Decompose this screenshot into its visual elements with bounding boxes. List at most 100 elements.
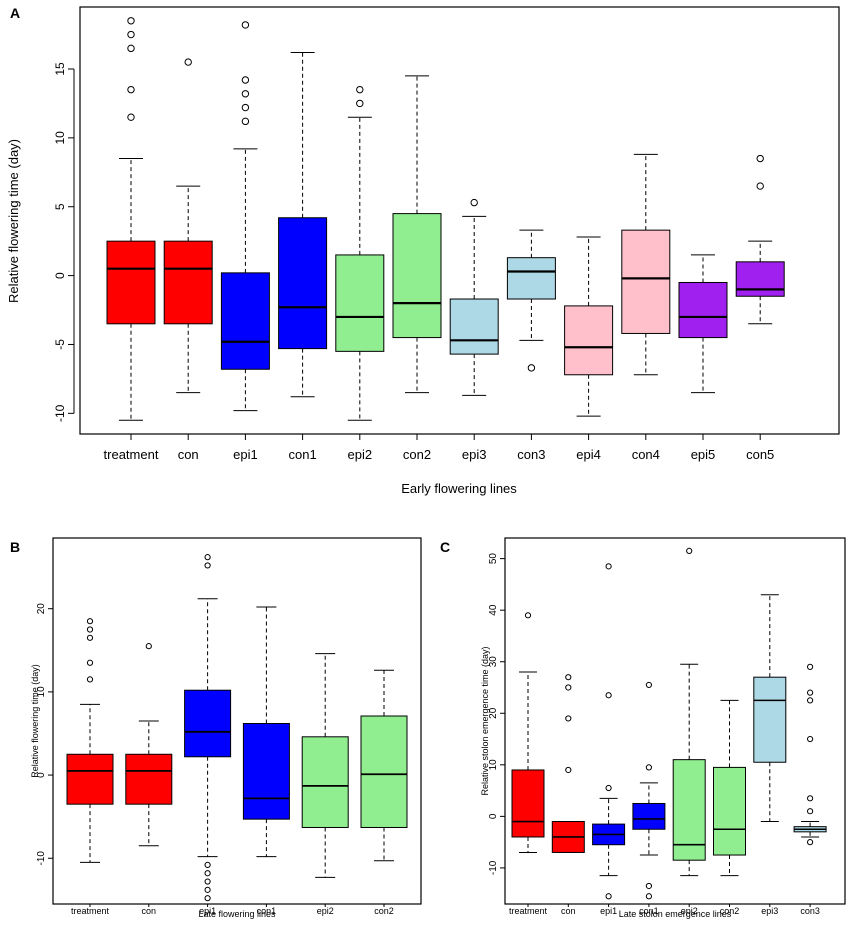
a-box-epi2 xyxy=(335,85,385,421)
c-category-label: epi1 xyxy=(600,906,617,916)
c-box-treatment xyxy=(511,612,545,853)
c-ytick-label: -10 xyxy=(488,860,499,875)
box-iqr xyxy=(632,802,666,830)
outlier-point xyxy=(86,634,94,641)
box-iqr xyxy=(163,240,213,325)
outlier-point xyxy=(756,182,764,190)
outlier-point xyxy=(524,612,532,619)
a-ylabel: Relative flowering time (day) xyxy=(6,139,21,303)
outlier-point xyxy=(127,17,135,25)
box-iqr xyxy=(335,254,385,352)
c-xlabel: Late stolon emergence lines xyxy=(619,909,732,919)
panel-a-letter: A xyxy=(10,5,20,21)
b-category-label: con1 xyxy=(257,906,277,916)
outlier-point xyxy=(807,839,814,846)
box-iqr xyxy=(511,769,545,838)
a-xlabel: Early flowering lines xyxy=(401,481,517,496)
a-category-label: con4 xyxy=(632,447,660,462)
outlier-point xyxy=(645,882,653,890)
a-category-label: epi3 xyxy=(462,447,487,462)
b-ytick-label: 10 xyxy=(36,686,47,698)
c-box-con1 xyxy=(632,681,666,900)
a-box-con2 xyxy=(392,75,442,394)
a-ytick-label: 15 xyxy=(53,62,67,76)
b-box-con1 xyxy=(242,606,290,858)
box-iqr xyxy=(66,753,114,805)
outlier-point xyxy=(756,154,764,163)
a-ytick-label: -5 xyxy=(53,339,67,350)
c-box-con2 xyxy=(713,699,746,877)
a-box-con3 xyxy=(506,229,556,372)
outlier-point xyxy=(807,795,814,802)
b-category-label: con2 xyxy=(374,906,394,916)
box-iqr xyxy=(564,305,614,376)
outlier-point xyxy=(241,76,250,84)
outlier-point xyxy=(686,547,693,554)
panel-c: C -10 0 10 20 30 40 50 Relative stolon emergenc… xyxy=(440,537,846,919)
c-box-epi3 xyxy=(753,594,787,823)
outlier-point xyxy=(241,117,250,126)
box-iqr xyxy=(506,257,556,300)
b-ytick-label: -10 xyxy=(36,851,47,866)
a-category-label: treatment xyxy=(104,447,159,462)
outlier-point xyxy=(204,870,211,877)
outlier-point xyxy=(645,893,653,900)
a-category-label: epi5 xyxy=(691,447,716,462)
outlier-point xyxy=(204,554,211,561)
a-box-epi4 xyxy=(564,236,614,417)
a-box-con5 xyxy=(735,154,785,325)
box-iqr xyxy=(106,240,156,325)
outlier-point xyxy=(145,643,152,650)
outlier-point xyxy=(470,198,478,207)
outlier-point xyxy=(807,697,814,704)
box-iqr xyxy=(753,676,787,763)
b-ytick-label: 0 xyxy=(36,772,47,778)
outlier-point xyxy=(241,103,250,112)
outlier-point xyxy=(86,676,94,683)
c-ytick-label: 40 xyxy=(488,604,499,616)
outlier-point xyxy=(565,674,572,681)
box-iqr xyxy=(278,217,328,350)
outlier-point xyxy=(86,659,94,666)
c-box-con3 xyxy=(793,663,827,846)
a-category-label: con5 xyxy=(746,447,774,462)
box-iqr xyxy=(713,766,746,856)
b-category-label: epi2 xyxy=(317,906,334,916)
outlier-point xyxy=(356,85,364,94)
c-box-epi1 xyxy=(592,563,626,900)
outlier-point xyxy=(204,886,211,893)
c-category-label: con2 xyxy=(720,906,740,916)
outlier-point xyxy=(565,766,572,774)
outlier-point xyxy=(807,663,814,670)
b-box-epi1 xyxy=(184,554,232,902)
c-box-con xyxy=(551,674,585,853)
outlier-point xyxy=(86,626,94,633)
a-category-label: epi2 xyxy=(348,447,373,462)
b-ytick-label: 20 xyxy=(36,603,47,615)
b-box-treatment xyxy=(66,618,114,863)
outlier-point xyxy=(645,681,653,689)
c-category-label: con3 xyxy=(800,906,820,916)
a-category-label: con xyxy=(178,447,199,462)
b-ylabel: Relative flowering time (day) xyxy=(30,664,40,778)
outlier-point xyxy=(127,85,135,94)
b-category-label: epi1 xyxy=(199,906,216,916)
outlier-point xyxy=(127,113,135,121)
a-box-epi1 xyxy=(220,21,270,412)
outlier-point xyxy=(565,684,572,691)
a-ytick-label: -10 xyxy=(53,404,67,422)
box-iqr xyxy=(678,281,728,339)
box-iqr xyxy=(392,213,442,339)
box-iqr xyxy=(184,689,232,758)
box-iqr xyxy=(242,722,290,820)
a-box-treatment xyxy=(106,17,156,421)
b-box-con2 xyxy=(360,669,408,862)
outlier-point xyxy=(565,715,572,722)
panel-b: B -10 0 10 20 Relative flowering time (day) L… xyxy=(10,537,422,919)
b-box-con xyxy=(125,643,173,847)
b-box-epi2 xyxy=(301,653,349,878)
panel-c-letter: C xyxy=(440,539,450,555)
outlier-point xyxy=(204,861,211,869)
a-box-con4 xyxy=(621,153,671,376)
box-iqr xyxy=(672,759,706,861)
